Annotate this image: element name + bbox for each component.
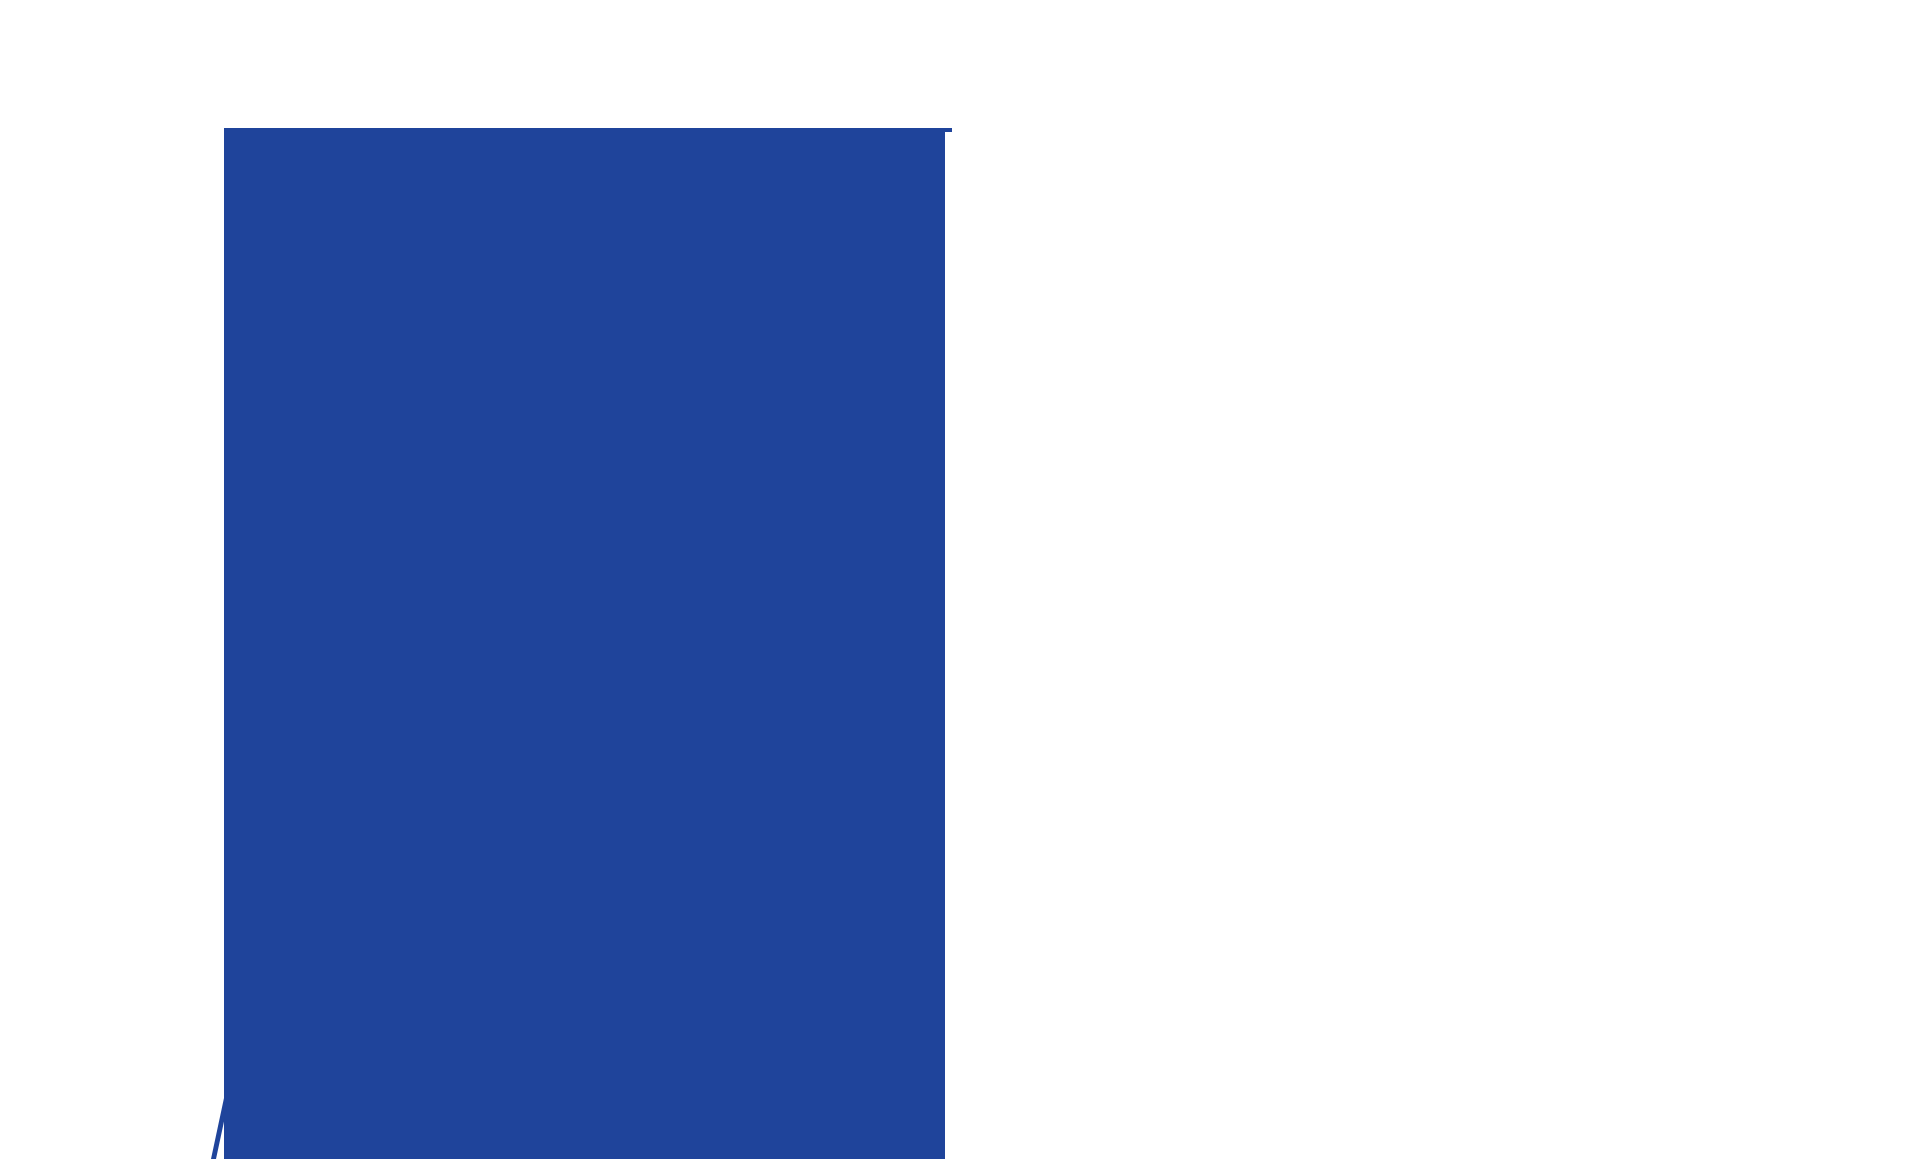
blank-region-left xyxy=(0,128,224,1159)
blue-block xyxy=(224,128,945,1159)
blue-block-top-tab xyxy=(945,128,952,132)
blank-region-right xyxy=(952,0,1925,1159)
